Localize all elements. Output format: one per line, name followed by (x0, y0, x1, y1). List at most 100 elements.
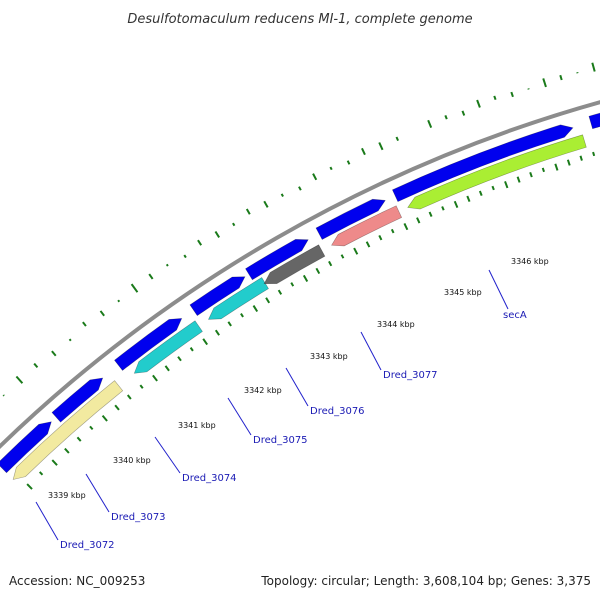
gc-tick (33, 362, 39, 369)
gc-tick (2, 394, 5, 397)
gene-label-dred-3072[interactable]: Dred_3072 (60, 540, 115, 551)
gene-label-dred-3075[interactable]: Dred_3075 (253, 435, 308, 446)
gc-tick (64, 447, 70, 454)
gc-tick (315, 267, 321, 275)
gc-tick (232, 222, 236, 227)
label-leader-line (35, 501, 59, 541)
forward-cds-arrow[interactable] (588, 112, 600, 130)
gc-tick (76, 436, 82, 442)
gc-tick (476, 99, 481, 108)
gc-tick (302, 274, 309, 282)
gc-tick (427, 119, 433, 128)
forward-cds-arrow[interactable] (245, 239, 309, 281)
forward-strand-features[interactable] (0, 112, 600, 474)
gene-label-dred-3077[interactable]: Dred_3077 (383, 370, 438, 381)
label-leader-line (360, 331, 382, 371)
label-leader-line (488, 269, 509, 310)
gc-tick (298, 186, 302, 191)
gc-tick (592, 151, 596, 157)
gc-content-inner-track (26, 151, 596, 490)
gc-tick (529, 171, 533, 178)
gc-tick (183, 254, 187, 259)
label-leader-line (285, 367, 309, 407)
reverse-cds-arrow[interactable] (12, 380, 124, 480)
gc-tick (566, 159, 571, 166)
gc-tick (26, 483, 33, 490)
gc-tick (164, 365, 170, 372)
gc-tick (353, 247, 359, 255)
gc-tick (361, 147, 366, 156)
gc-tick (245, 208, 251, 215)
gc-tick (148, 273, 154, 280)
gene-label-seca[interactable]: secA (503, 310, 527, 321)
gene-label-dred-3076[interactable]: Dred_3076 (310, 406, 365, 417)
gc-tick (441, 206, 445, 211)
gc-tick (395, 136, 400, 142)
gc-tick (68, 338, 72, 342)
gc-tick (461, 110, 466, 116)
gc-tick (82, 321, 87, 327)
forward-cds-arrow[interactable] (0, 421, 52, 474)
gc-tick (365, 241, 371, 248)
gc-tick (554, 163, 559, 171)
gc-tick (202, 338, 209, 346)
gc-tick (15, 375, 24, 384)
gc-tick (51, 350, 57, 357)
tick-label: 3339 kbp (48, 491, 86, 500)
reverse-cds-arrow[interactable] (133, 320, 203, 374)
gc-tick (541, 167, 545, 173)
label-leader-line (154, 436, 181, 474)
gc-tick (328, 260, 333, 267)
tick-label: 3341 kbp (178, 421, 216, 430)
map-title: Desulfotomaculum reducens MI-1, complete… (127, 12, 472, 27)
reverse-cds-arrow[interactable] (331, 205, 403, 247)
gc-tick (403, 222, 409, 231)
gc-tick (227, 321, 232, 327)
gc-tick (265, 297, 271, 304)
gc-tick (152, 374, 158, 382)
gc-tick (290, 282, 295, 287)
gc-tick (466, 195, 471, 202)
position-ticks: 3339 kbp 3340 kbp 3341 kbp 3342 kbp 3343… (48, 257, 549, 500)
gene-label-dred-3073[interactable]: Dred_3073 (111, 512, 166, 523)
gc-tick (428, 211, 433, 217)
gc-tick (277, 289, 283, 295)
gc-tick (579, 155, 583, 161)
tick-label: 3343 kbp (310, 352, 348, 361)
gc-tick (378, 142, 384, 151)
gc-tick (444, 115, 448, 120)
gc-tick (89, 425, 94, 431)
gc-tick (542, 78, 547, 88)
gc-tick (51, 459, 58, 466)
gc-tick (165, 263, 169, 267)
gc-tick (390, 228, 395, 234)
gc-tick (139, 384, 144, 389)
gc-tick (493, 95, 497, 101)
gc-tick (510, 91, 514, 98)
gc-tick (114, 404, 120, 411)
gene-label-dred-3074[interactable]: Dred_3074 (182, 473, 237, 484)
gc-tick (591, 62, 596, 72)
forward-cds-arrow[interactable] (392, 124, 574, 203)
gc-tick (378, 234, 383, 241)
genome-summary: Topology: circular; Length: 3,608,104 bp… (260, 574, 591, 588)
forward-cds-arrow[interactable] (51, 377, 104, 423)
gc-tick (101, 415, 108, 422)
reverse-strand-features[interactable] (12, 125, 600, 480)
forward-cds-arrow[interactable] (315, 198, 386, 240)
gc-tick (280, 193, 284, 197)
gc-tick (197, 239, 203, 246)
tick-label: 3344 kbp (377, 320, 415, 329)
gc-tick (130, 283, 139, 293)
forward-cds-arrow[interactable] (189, 276, 246, 316)
reverse-cds-arrow[interactable] (407, 134, 587, 210)
gc-tick (189, 347, 194, 352)
forward-cds-arrow[interactable] (114, 318, 183, 371)
gc-tick (516, 176, 521, 183)
accession-label: Accession: NC_009253 (9, 574, 145, 588)
tick-label: 3346 kbp (511, 257, 549, 266)
gc-tick (453, 200, 459, 209)
gc-tick (214, 329, 220, 336)
reverse-cds-arrow[interactable] (263, 244, 326, 284)
